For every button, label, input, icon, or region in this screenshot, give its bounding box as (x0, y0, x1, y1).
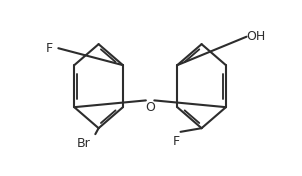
Text: O: O (145, 101, 155, 114)
Text: Br: Br (77, 137, 91, 150)
Text: F: F (172, 135, 179, 147)
Text: F: F (45, 42, 53, 55)
Text: OH: OH (246, 30, 265, 43)
